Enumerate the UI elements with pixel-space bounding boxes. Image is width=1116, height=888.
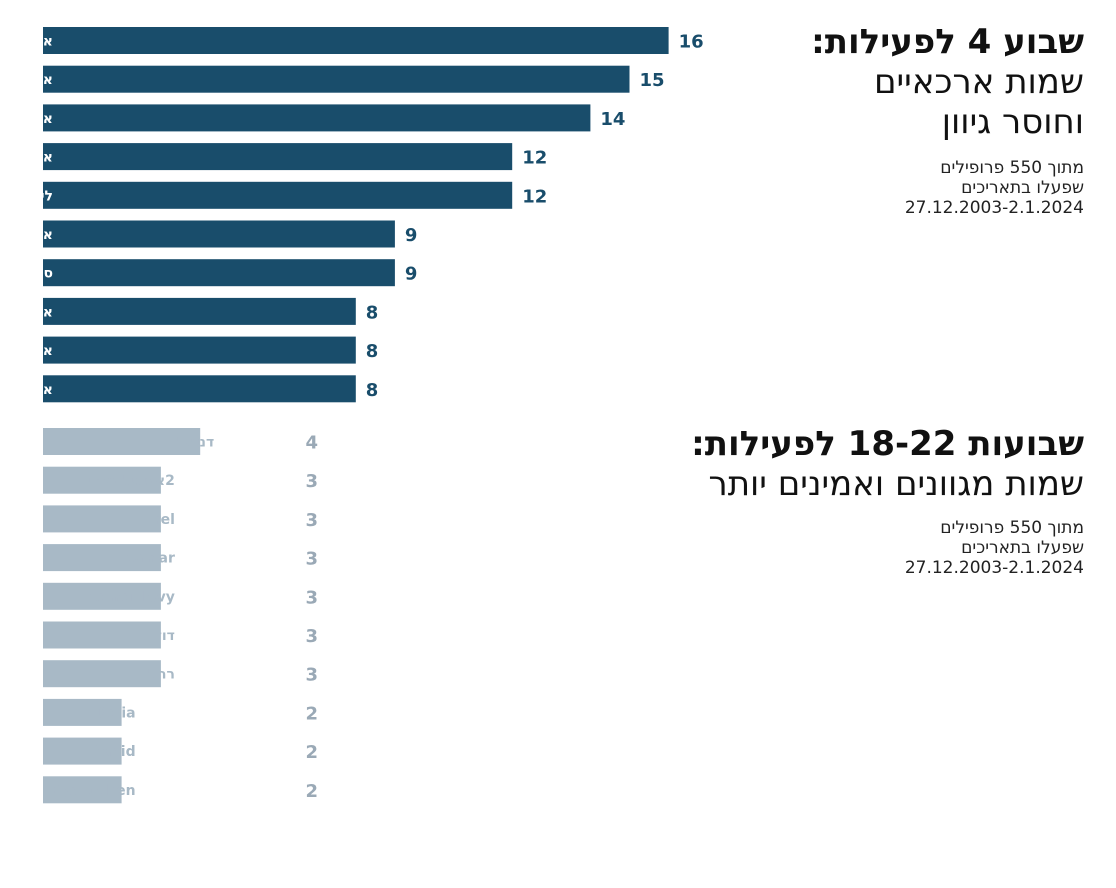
week18-22-bar-label: רחל xyxy=(148,667,175,683)
week4-bar-label: איתן מילר xyxy=(0,150,53,166)
week4-bar-label: אווה כץ xyxy=(2,304,53,320)
week4-bar xyxy=(43,181,513,209)
week18-22-value-label: 3 xyxy=(305,626,318,647)
week4-bar xyxy=(43,27,669,54)
week18-22-title-block: שבועות 18-22 לפעילות: שמות מגוונים ואמינ… xyxy=(691,424,1084,578)
week4-note-line-1: מתוך 550 פרופילים xyxy=(940,158,1084,178)
week18-22-value-label: 3 xyxy=(305,471,318,492)
week18-22-bar-label: tamar levy xyxy=(90,589,175,605)
week18-22-note-line-2: שפעלו בתאריכים xyxy=(961,538,1084,558)
week4-bar-label: אלכסנדר שוורץ xyxy=(0,227,53,243)
week18-22-bar xyxy=(43,544,161,572)
week18-22-bar xyxy=(43,698,122,726)
week4-value-label: 8 xyxy=(366,302,379,323)
week4-bar-chart: אמילי לוי 16 אוליביה אברמוביץ 15 איזבלה מילר… xyxy=(0,27,704,403)
week4-bar xyxy=(43,65,630,93)
week4-value-label: 9 xyxy=(405,264,418,285)
week4-bar-label: אמילי אברמוביץ xyxy=(0,382,53,398)
week4-bar xyxy=(43,143,513,171)
week4-title-block: שבוע 4 לפעילות: שמות ארכאיים וחוסר גיוון… xyxy=(811,22,1084,218)
week18-22-bar xyxy=(43,660,161,688)
week4-value-label: 8 xyxy=(366,341,379,362)
week18-22-value-label: 3 xyxy=(305,665,318,686)
week18-22-bar-label: דניאל xyxy=(177,435,214,451)
week18-22-bar-label: Erel xyxy=(144,512,175,528)
week4-bar xyxy=(43,336,356,364)
week4-subtitle-line-2: וחוסר גיוון xyxy=(941,102,1084,142)
week4-value-label: 12 xyxy=(522,186,547,207)
week18-22-value-label: 2 xyxy=(305,703,318,724)
week18-22-bar-label: David xyxy=(91,744,136,760)
week4-bar-label: אוליביה כץ xyxy=(0,343,53,359)
week18-22-bar-label: tamar xyxy=(128,551,175,567)
week4-value-label: 16 xyxy=(679,32,704,53)
week4-subtitle-line-1: שמות ארכאיים xyxy=(874,62,1084,102)
week4-bar-label: סופיה כהן xyxy=(0,266,53,282)
week4-bar xyxy=(43,375,356,403)
week18-22-bar xyxy=(43,582,161,610)
week4-value-label: 15 xyxy=(640,70,665,91)
week18-22-bar-label: דוד xyxy=(154,628,175,644)
week4-bar xyxy=(43,297,356,325)
week18-22-value-label: 3 xyxy=(305,510,318,531)
week18-22-value-label: 2 xyxy=(305,742,318,763)
week18-22-bar xyxy=(43,737,122,765)
week4-title: שבוע 4 לפעילות: xyxy=(811,22,1084,62)
week18-22-bar-label: Eyal cohen xyxy=(50,783,135,799)
week4-bar-label: לילי לוי xyxy=(6,188,53,204)
week4-note-line-3: 27.12.2003-2.1.2024 xyxy=(904,198,1084,218)
week18-22-value-label: 3 xyxy=(305,549,318,570)
week18-22-bar xyxy=(43,428,201,455)
week4-value-label: 12 xyxy=(522,148,547,169)
week4-bar xyxy=(43,104,591,132)
week4-bar-label: אוליביה אברמוביץ xyxy=(0,72,53,88)
week18-22-bar xyxy=(43,776,122,804)
week18-22-bar-label: 2אביגיל נעמי xyxy=(89,473,175,489)
week18-22-subtitle-line-1: שמות מגוונים ואמינים יותר xyxy=(708,464,1085,504)
week4-value-label: 9 xyxy=(405,225,418,246)
week18-22-bar xyxy=(43,621,161,649)
week18-22-bar-label: Dalia xyxy=(95,705,135,721)
week4-bar xyxy=(43,220,395,248)
week4-bar xyxy=(43,259,395,287)
week18-22-value-label: 2 xyxy=(305,781,318,802)
week4-bar-label: אמילי לוי xyxy=(0,34,53,50)
week4-value-label: 8 xyxy=(366,380,379,401)
week18-22-bar xyxy=(43,466,161,494)
week4-note-line-2: שפעלו בתאריכים xyxy=(961,178,1084,198)
week18-22-value-label: 3 xyxy=(305,587,318,608)
week18-22-note-line-1: מתוך 550 פרופילים xyxy=(940,518,1084,538)
week18-22-title: שבועות 18-22 לפעילות: xyxy=(691,424,1084,464)
week18-22-bar xyxy=(43,505,161,533)
week18-22-value-label: 4 xyxy=(305,433,318,454)
week18-22-note-line-3: 27.12.2003-2.1.2024 xyxy=(904,558,1084,578)
week18-22-bar-chart: דניאל 4 2אביגיל נעמי 3 Erel 3 tamar 3 tamar levy… xyxy=(43,428,318,804)
week4-value-label: 14 xyxy=(600,109,625,130)
week4-bar-label: איזבלה מילר xyxy=(0,111,53,127)
